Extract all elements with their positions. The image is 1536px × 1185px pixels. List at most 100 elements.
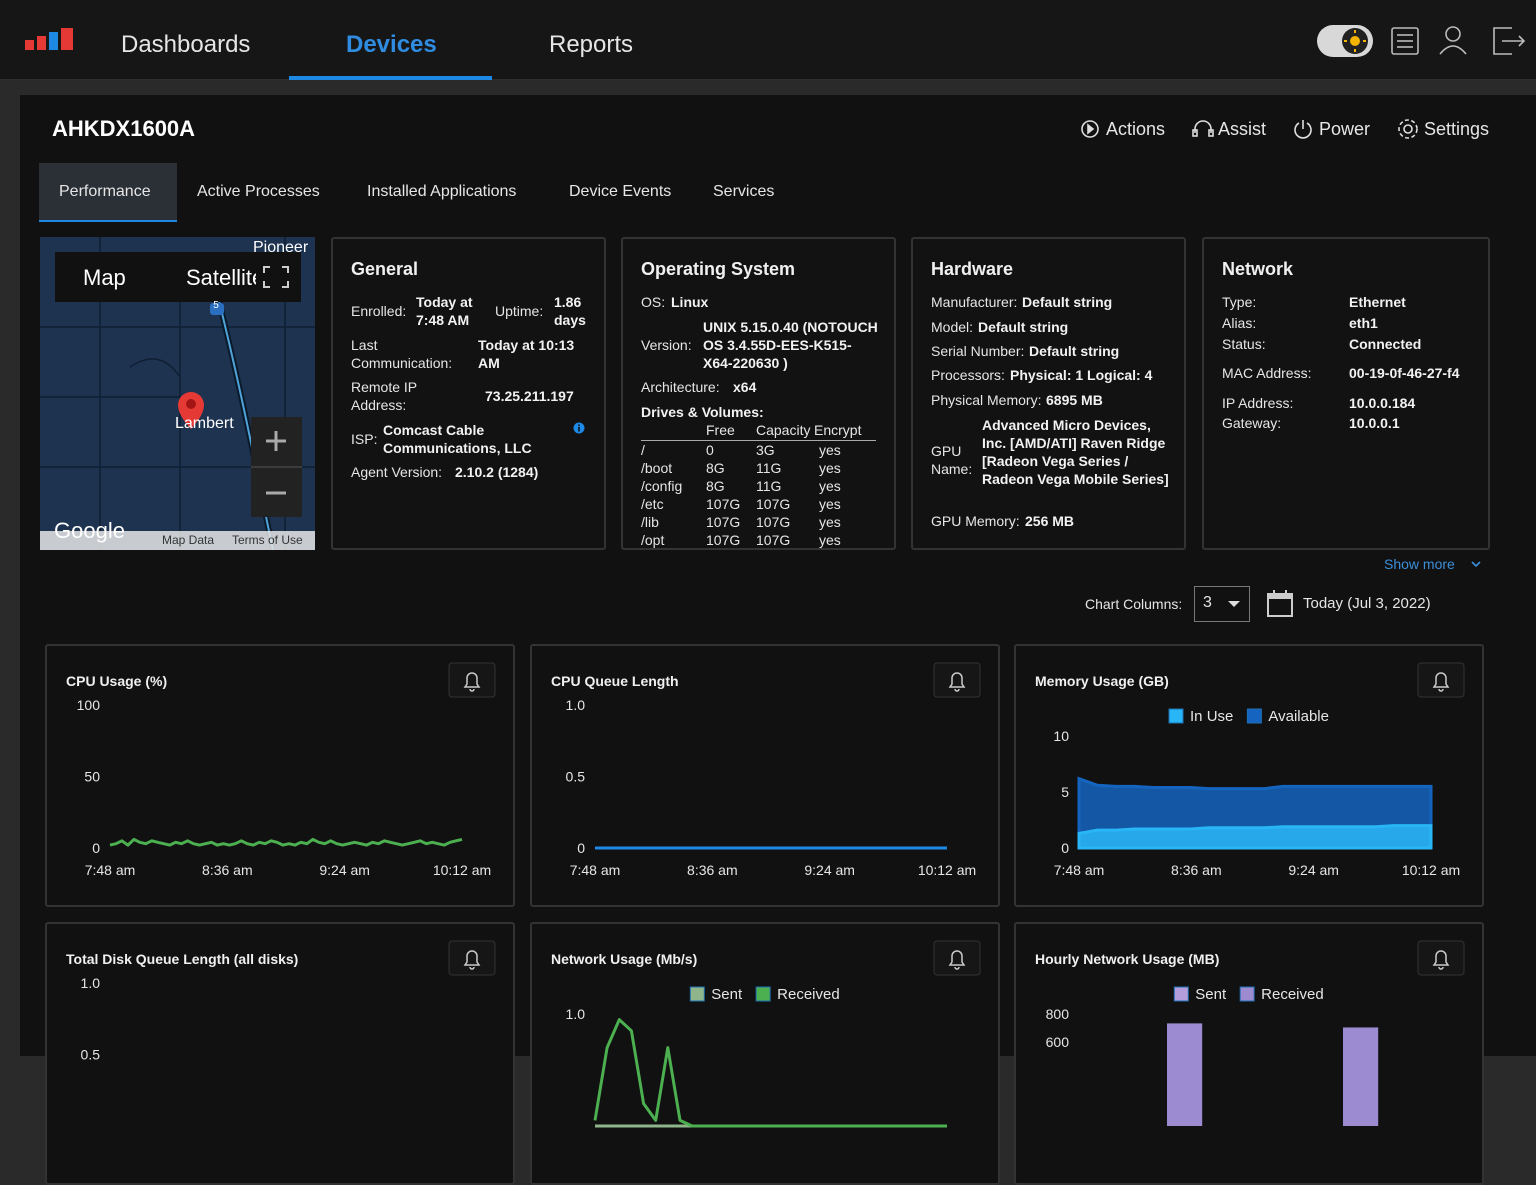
tab[interactable]: Active Processes	[197, 183, 320, 200]
chart-columns-value: 3	[1203, 594, 1212, 611]
header-icons[interactable]	[1316, 22, 1526, 60]
chart: Hourly Network Usage (MB) Sent Received 600…	[1035, 940, 1465, 1126]
map[interactable]: 5 Map Satellite Pioneer Lambert Google M…	[40, 237, 315, 550]
field-value: Connected	[1349, 336, 1422, 352]
y-tick-label: 0.5	[81, 1047, 101, 1063]
drives-column: Free	[706, 422, 735, 438]
alert-button-box	[448, 662, 496, 698]
y-tick-label: 800	[1046, 1006, 1070, 1022]
map-brand: Google	[54, 518, 125, 543]
legend: Sent Received	[689, 986, 840, 1003]
drive-cell: yes	[819, 496, 841, 512]
y-tick-label: 0.5	[566, 769, 586, 785]
action-button[interactable]: Settings	[1424, 119, 1490, 139]
card-title: Hardware	[931, 259, 1014, 279]
drive-cell: /lib	[641, 514, 659, 530]
field-value: Default string	[1022, 294, 1113, 310]
bar	[1343, 1027, 1379, 1126]
y-tick-label: 1.0	[566, 1006, 586, 1022]
nav-item-active[interactable]: Devices	[346, 31, 437, 58]
tab[interactable]: Device Events	[569, 183, 672, 200]
action-button[interactable]: Power	[1319, 119, 1371, 139]
action-button[interactable]: Assist	[1218, 119, 1267, 139]
field-label: GPU Name:	[931, 443, 973, 477]
tab[interactable]: Performance	[59, 183, 151, 200]
legend-swatch	[755, 986, 771, 1002]
alert-button[interactable]	[448, 662, 496, 698]
field-label: GPU Memory:	[931, 513, 1020, 529]
nav-underline	[289, 76, 492, 80]
chart-title: CPU Usage (%)	[66, 673, 167, 689]
field-label: Architecture:	[641, 379, 720, 395]
x-tick-label: 9:24 am	[804, 862, 855, 878]
nav-item[interactable]: Dashboards	[121, 31, 251, 58]
y-tick-label: 100	[77, 697, 101, 713]
calendar-icon[interactable]	[1266, 589, 1294, 619]
alert-button[interactable]	[448, 940, 496, 976]
chart-title: Hourly Network Usage (MB)	[1035, 951, 1219, 967]
os-card	[621, 237, 896, 550]
chart: Total Disk Queue Length (all disks) 0.5 1.…	[66, 940, 496, 1063]
chart-columns-select[interactable]	[1194, 586, 1250, 622]
x-tick-label: 7:48 am	[1054, 862, 1105, 878]
alert-button[interactable]	[933, 940, 981, 976]
field-value: 2.10.2 (1284)	[455, 464, 539, 480]
alert-button-box	[933, 662, 981, 698]
route-label: 5	[213, 300, 219, 311]
tab[interactable]: Installed Applications	[367, 183, 517, 200]
drive-cell: yes	[819, 460, 841, 476]
chart: CPU Queue Length 0 0.5 1.0 7:48 am 8:36 am 9:2…	[551, 662, 981, 878]
x-tick-label: 9:24 am	[1288, 862, 1339, 878]
x-tick-label: 8:36 am	[202, 862, 253, 878]
field-label: IP Address:	[1222, 395, 1294, 411]
map-footer-link[interactable]: Map Data	[162, 533, 215, 547]
field-value: Default string	[978, 319, 1069, 335]
legend-label: Received	[1261, 986, 1324, 1003]
field-value: 256 MB	[1025, 513, 1075, 529]
place-label: Pioneer	[253, 239, 309, 256]
field-label: Serial Number:	[931, 343, 1025, 359]
x-tick-label: 10:12 am	[433, 862, 491, 878]
alert-button[interactable]	[1417, 940, 1465, 976]
alert-button[interactable]	[1417, 662, 1465, 698]
drives-divider	[641, 440, 876, 441]
bar	[1167, 1023, 1203, 1126]
y-tick-label: 600	[1046, 1034, 1070, 1050]
action-button[interactable]: Actions	[1106, 119, 1166, 139]
field-label: ISP:	[351, 431, 378, 447]
series-line	[593, 1018, 947, 1128]
show-more-link[interactable]: Show more	[1384, 556, 1455, 572]
field-label: Agent Version:	[351, 464, 443, 480]
tab-active-bg	[39, 163, 177, 222]
chart-title: CPU Queue Length	[551, 673, 679, 689]
field-value: 00-19-0f-46-27-f4	[1349, 365, 1460, 381]
map-footer-link[interactable]: Terms of Use	[232, 533, 303, 547]
field-label: Alias:	[1222, 315, 1257, 331]
field-value: 1.86 days	[554, 294, 586, 328]
drive-cell: 107G	[706, 532, 741, 548]
bell-icon	[463, 672, 481, 692]
field-label: Manufacturer:	[931, 294, 1018, 310]
info-icon[interactable]	[573, 422, 585, 434]
date-label: Today (Jul 3, 2022)	[1303, 595, 1431, 612]
chart-card: Total Disk Queue Length (all disks) 0.5 1.…	[45, 922, 515, 1185]
map-type-button[interactable]: Satellite	[186, 266, 256, 290]
map-type-button[interactable]: Map	[83, 265, 126, 290]
field-label: Last Communication:	[351, 337, 453, 371]
y-tick-label: 10	[1053, 728, 1069, 744]
drive-cell: yes	[819, 532, 841, 548]
drive-cell: /	[641, 442, 645, 458]
field-value: Today at 7:48 AM	[416, 294, 473, 328]
drive-cell: /etc	[641, 496, 664, 512]
drive-cell: 107G	[706, 496, 741, 512]
nav-item[interactable]: Reports	[549, 31, 634, 58]
field-value: 10.0.0.184	[1349, 395, 1416, 411]
chart: Network Usage (Mb/s) Sent Received 1.0	[551, 940, 981, 1128]
tab[interactable]: Services	[713, 183, 775, 200]
legend-label: Sent	[1195, 986, 1227, 1003]
bell-icon	[948, 672, 966, 692]
field-label: Uptime:	[495, 303, 544, 319]
drive-cell: 3G	[756, 442, 775, 458]
field-label: Type:	[1222, 294, 1257, 310]
alert-button[interactable]	[933, 662, 981, 698]
